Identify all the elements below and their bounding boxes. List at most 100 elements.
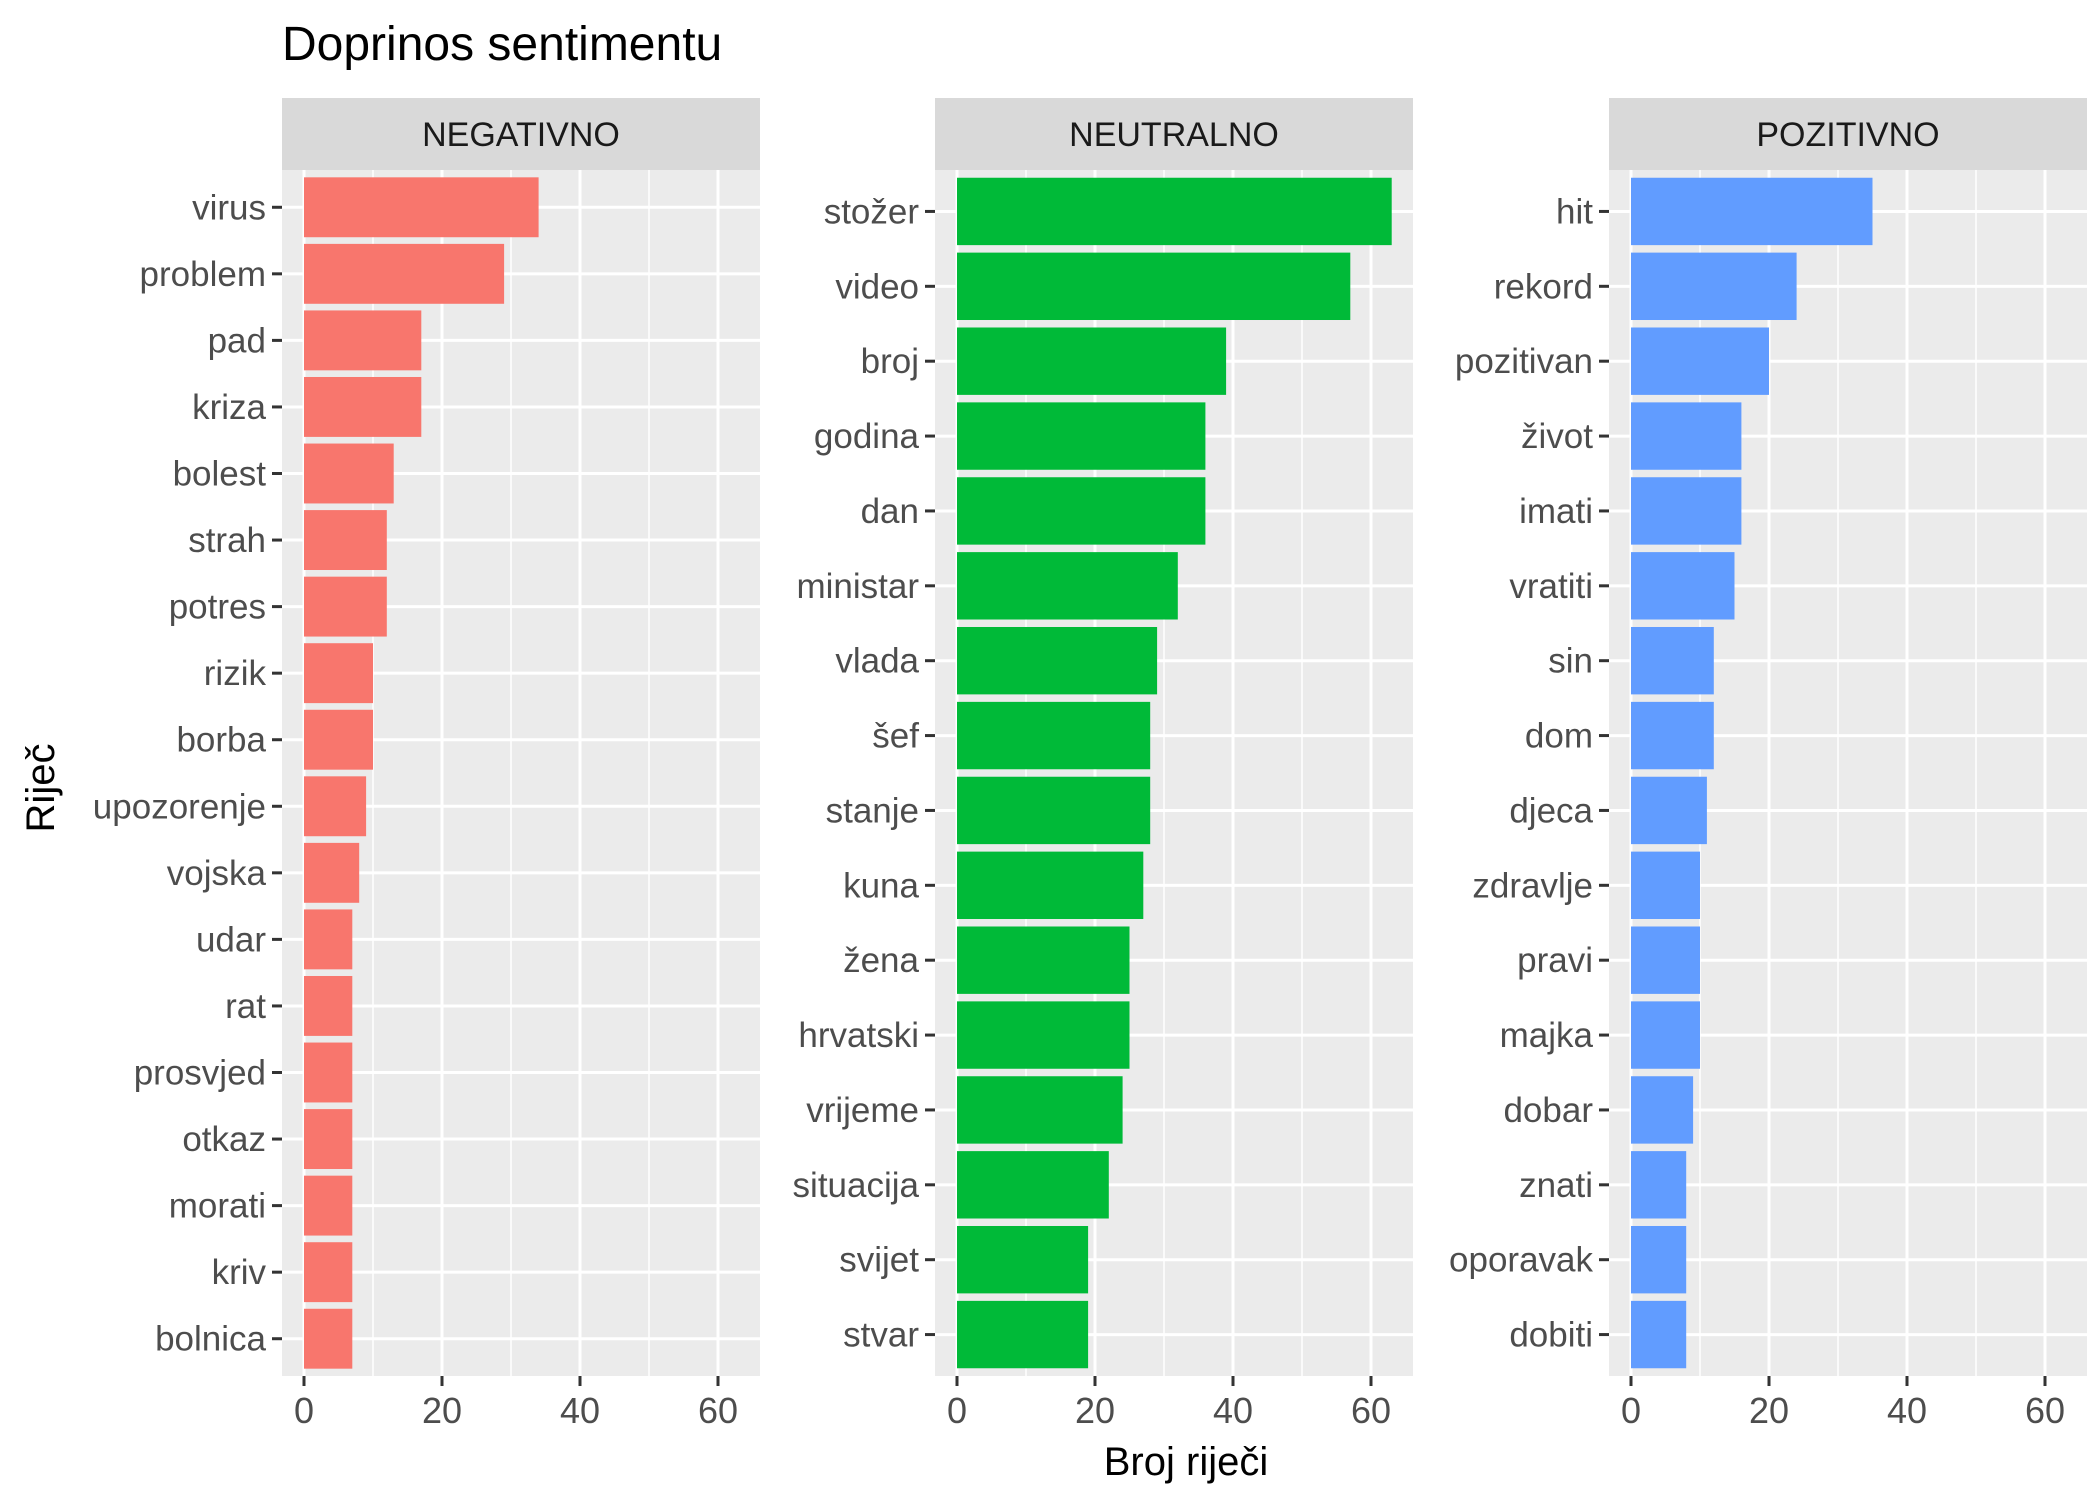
bar [304,510,387,571]
category-label: djeca [1509,791,1593,830]
category-label: vratiti [1509,567,1593,606]
category-label: vrijeme [806,1091,919,1130]
x-tick-label: 0 [294,1390,314,1431]
category-label: udar [196,920,266,959]
category-label: pozitivan [1455,342,1593,381]
bar [1631,926,1700,994]
category-label: stožer [824,192,920,231]
bar [1631,477,1742,545]
bar [304,643,373,704]
bar [957,552,1178,620]
bar [304,709,373,770]
bar [304,975,353,1036]
facet-strip [282,98,760,170]
bar [957,1300,1089,1369]
category-label: dom [1525,717,1593,756]
category-label: hrvatski [798,1016,919,1055]
category-label: bolest [173,455,267,494]
category-label: rekord [1494,267,1593,306]
bar [957,1001,1130,1069]
category-label: imati [1519,492,1593,531]
bar [1631,1076,1694,1144]
category-label: svijet [839,1241,919,1280]
bar [304,243,505,304]
x-tick-label: 0 [1621,1390,1641,1431]
bar [304,1242,353,1303]
facet-strip-label: NEUTRALNO [1069,116,1279,154]
x-tick-label: 60 [698,1390,738,1431]
chart-title: Doprinos sentimentu [282,18,722,71]
bar [304,443,394,504]
facet-strip [935,98,1413,170]
category-label: kuna [843,866,919,905]
bar [957,402,1206,470]
x-tick-label: 40 [1887,1390,1927,1431]
bar [957,477,1206,545]
bar [304,909,353,970]
x-tick-label: 20 [1749,1390,1789,1431]
facet-pozitivno: POZITIVNO hit rekord pozitivan život imati vra… [1449,98,2087,1431]
bar [957,926,1130,994]
category-label: godina [814,417,920,456]
bar [304,310,422,371]
facet-neutralno: NEUTRALNO stožer video broj godina dan minista… [793,98,1413,1431]
x-tick-label: 60 [2025,1390,2065,1431]
bar [957,851,1144,920]
bar [1631,327,1769,395]
x-tick-label: 20 [422,1390,462,1431]
bar [1631,402,1742,470]
bar [957,252,1351,321]
category-label: hit [1556,192,1593,231]
category-label: pravi [1517,941,1593,980]
category-label: video [835,267,919,306]
bar [1631,1151,1687,1219]
x-axis-title: Broj riječi [1104,1440,1268,1484]
bar [304,842,360,903]
category-label: majka [1500,1016,1594,1055]
category-label: potres [169,588,266,627]
bar [1631,701,1714,770]
category-label: otkaz [182,1120,266,1159]
bar [1631,776,1707,845]
x-tick-label: 40 [560,1390,600,1431]
category-label: prosvjed [134,1054,266,1093]
bar [957,1225,1089,1294]
x-tick-label: 60 [1351,1390,1391,1431]
bar [1631,1300,1687,1369]
category-label: rizik [204,654,267,693]
bar [1631,252,1797,321]
category-label: život [1521,417,1593,456]
facets-layer: NEGATIVNO virus problem pad kriza bolest strah… [93,98,2087,1431]
bar [1631,1225,1687,1294]
category-label: ministar [796,567,919,606]
facet-negativno: NEGATIVNO virus problem pad kriza bolest strah… [93,98,760,1431]
bar [957,327,1227,395]
bar [957,1151,1109,1219]
category-label: šef [872,717,919,756]
category-label: rat [225,987,266,1026]
facet-strip [1609,98,2087,170]
category-label: dobiti [1509,1316,1593,1355]
category-label: morati [169,1187,266,1226]
bar [304,1175,353,1236]
category-label: borba [176,721,266,760]
bar [957,1076,1123,1144]
bar [1631,1001,1700,1069]
bar [304,1042,353,1103]
bar [304,576,387,637]
bar [304,177,539,238]
category-label: žena [843,941,919,980]
category-label: problem [140,255,266,294]
category-label: bolnica [155,1320,266,1359]
category-label: oporavak [1449,1241,1593,1280]
category-label: znati [1519,1166,1593,1205]
category-label: situacija [793,1166,920,1205]
bar [957,626,1158,695]
bar [1631,851,1700,920]
category-label: kriv [212,1253,267,1292]
bar [304,376,422,437]
category-label: broj [861,342,919,381]
category-label: sin [1548,642,1593,681]
